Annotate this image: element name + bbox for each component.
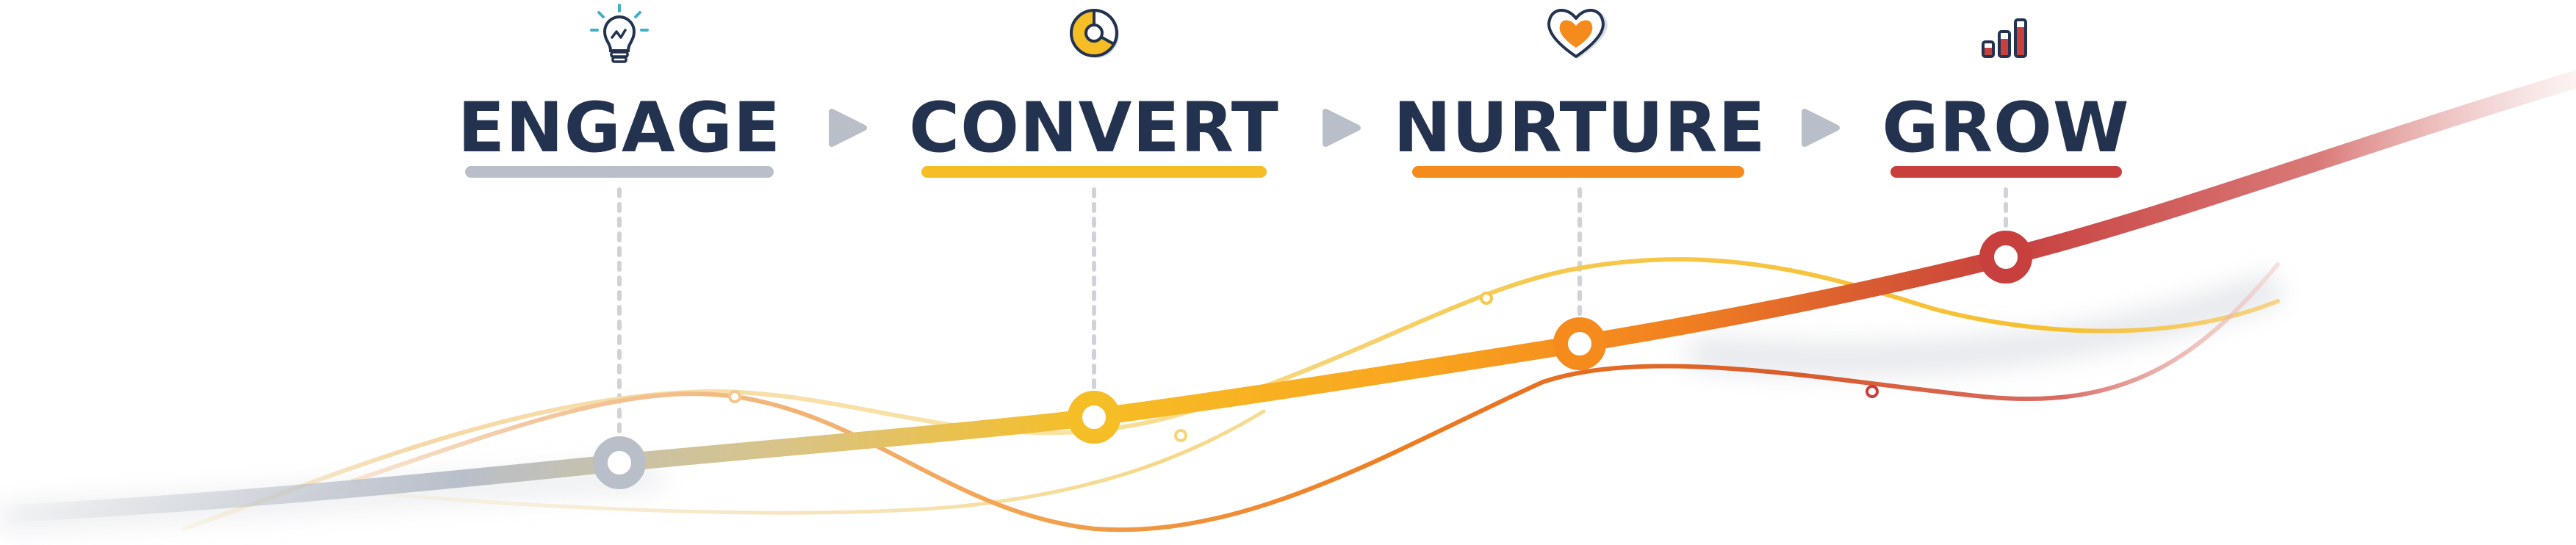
stage-label-convert: CONVERT xyxy=(909,88,1279,168)
underline-grow xyxy=(1890,166,2122,178)
orange-curve xyxy=(350,262,2280,533)
stage-label-nurture: NURTURE xyxy=(1393,88,1766,168)
underline-nurture xyxy=(1412,166,1744,178)
arrow-right-icon xyxy=(829,109,867,147)
arrow-right-icon xyxy=(1323,109,1361,147)
pale-curve xyxy=(321,409,1266,515)
minor-node xyxy=(728,390,741,403)
stage-heading-engage: ENGAGE xyxy=(458,88,781,178)
node-nurture xyxy=(1553,317,1606,370)
heart-icon xyxy=(1547,9,1608,59)
underline-convert xyxy=(921,166,1267,178)
minor-node xyxy=(1866,385,1879,398)
guide-lines xyxy=(617,187,2008,449)
stage-heading-convert: CONVERT xyxy=(909,88,1279,178)
stage-heading-grow: GROW xyxy=(1882,88,2129,178)
node-convert xyxy=(1068,391,1120,444)
trend-curves xyxy=(0,71,2576,533)
main-growth-curve xyxy=(0,71,2576,523)
stage-label-grow: GROW xyxy=(1882,88,2129,168)
minor-node xyxy=(1174,429,1187,442)
stage-heading-nurture: NURTURE xyxy=(1393,88,1766,178)
stage-nodes xyxy=(593,231,2032,489)
node-engage xyxy=(593,436,646,489)
minor-nodes xyxy=(728,292,1879,442)
node-grow xyxy=(1979,231,2032,284)
stage-label-engage: ENGAGE xyxy=(458,88,781,168)
pie-chart-icon xyxy=(1070,9,1119,58)
lightbulb-icon xyxy=(590,4,649,63)
underline-engage xyxy=(465,166,774,178)
stage-arrows xyxy=(829,109,1840,147)
yellow-curve xyxy=(181,257,2280,531)
minor-node xyxy=(1480,292,1493,305)
arrow-right-icon xyxy=(1802,109,1840,147)
bar-chart-icon xyxy=(1982,18,2027,58)
